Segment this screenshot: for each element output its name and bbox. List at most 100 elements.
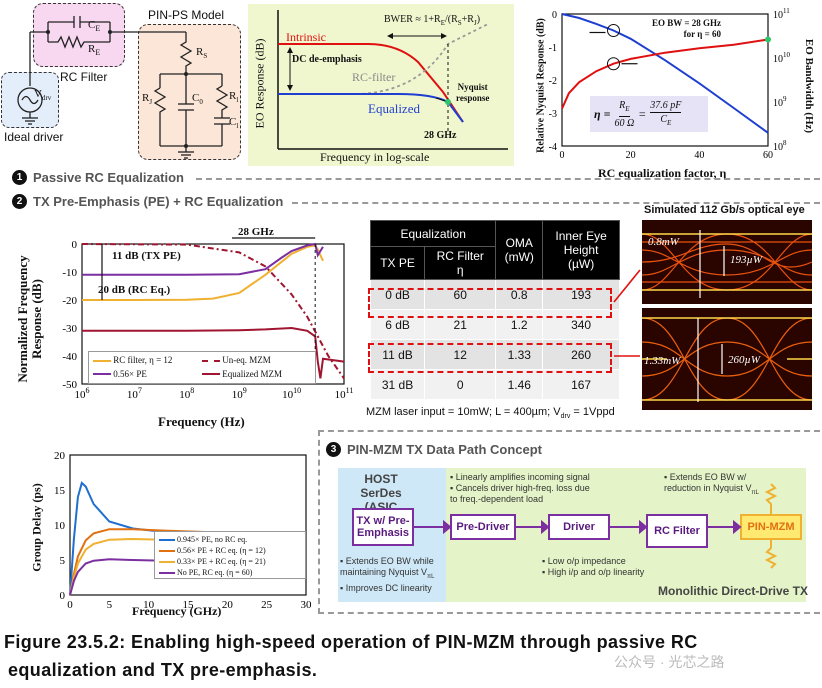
pinps-box [138,24,241,160]
section3-frame [318,430,820,614]
freq-ytick: -30 [62,323,77,335]
freq-xtick: 108 [179,386,194,401]
section3-num: 3 [326,442,341,457]
eta-marker-circle [607,57,620,71]
eta-xlabel: RC equalization factor, η [598,166,727,180]
gd-xtick: 0 [67,599,73,611]
eta-xtick: 20 [626,150,636,161]
nyquist-label: Nyquist response [456,82,490,103]
gd-legend-3: 0.33× PE + RC eq. (η = 21) [159,556,301,567]
re-label: RE [88,43,101,58]
freq-series-1 [82,242,324,276]
eta-ytick-left: -3 [549,109,557,120]
pinps-title: PIN-PS Model [148,8,225,22]
freq-series-2 [81,243,345,379]
rc-filter-label: RC Filter [60,70,108,84]
circuit-schematic [17,16,230,159]
legend-rc-filter: RC filter, η = 12 [93,355,202,367]
gd-ytick: 10 [54,520,66,532]
ce-label: CE [88,19,101,34]
gd-xtick: 20 [222,599,234,611]
freq-xtick: 109 [232,386,247,401]
highlight-row-0 [368,288,612,318]
gd-xlabel: Frequency (GHz) [132,604,222,618]
gd-ytick: 20 [54,450,66,462]
section2-header: 2 TX Pre-Emphasis (PE) + RC Equalization [12,194,283,209]
gd-frame [69,454,307,596]
gd-xtick: 15 [183,599,195,611]
eye-diagram-top [642,220,812,304]
c0-label: C0 [192,92,203,107]
gd-ylabel: Group Delay (ps) [29,483,44,572]
watermark: 公众号 · 光芯之路 [614,654,725,670]
rs-label: RS [196,46,208,61]
gd-legend-4: No PE, RC eq. (η = 60) [159,567,301,578]
eta-series-1 [561,38,769,110]
freq-28-label: 28 GHz [424,130,457,141]
eta-xtick: 60 [763,150,773,161]
freq-xlabel: Frequency (Hz) [158,414,245,429]
caption-line1: Figure 23.5.2: Enabling high-speed opera… [4,632,698,652]
eye-title: Simulated 112 Gb/s optical eye [644,204,805,216]
gd-xtick: 10 [143,599,155,611]
vdrv-label: Vdrv [34,88,52,103]
concept-xlabel: Frequency in log-scale [320,150,430,164]
eye-top-oma: 0.8mW [648,236,679,248]
gd-xtick: 25 [261,599,273,611]
freq-ylabel: Normalized Frequency Response (dB) [15,255,44,383]
freq-ytick: -20 [62,295,77,307]
eta-frame [561,13,769,147]
table-row: 31 dB 0 1.46 167 [369,369,620,400]
eye-bot-oma: 1.33mW [644,355,681,367]
note-rcfilter: ▪ Extends EO BW w/ reduction in Nyquist … [664,472,760,496]
freq-ytick: 0 [72,239,78,251]
section1-header: 1 Passive RC Equalization [12,170,184,185]
eta-xtick: 0 [560,150,565,161]
eta-series-0 [561,13,769,134]
gd-ytick: 5 [60,555,66,567]
eta-ytick-right: 1011 [773,7,790,21]
highlight-row-2 [368,343,612,373]
section2-divider [292,202,820,204]
section3-title: PIN-MZM TX Data Path Concept [347,442,543,457]
gd-ytick: 15 [54,485,66,497]
th-txpe: TX PE [369,246,426,280]
bwer-label: BWER ≈ 1+RE/(RS+RJ) [384,14,481,27]
freq-legend: RC filter, η = 12 Un-eq. MZM 0.56× PE Eq… [88,351,316,384]
eta-ytick-left: 0 [552,10,557,21]
note-tx: ▪ Extends EO BW while maintaining Nyquis… [340,556,435,593]
freq-xtick: 1010 [282,386,301,401]
concept-plot [277,10,508,150]
legend-uneq: Un-eq. MZM [202,355,311,367]
table-row: 6 dB 21 1.2 340 [369,309,620,340]
th-oma: OMA (mW) [495,220,544,280]
legend-pe: 0.56× PE [93,369,202,381]
gd-xtick: 30 [301,599,313,611]
section1-num: 1 [12,170,27,185]
dc-deemph-label: DC de-emphasis [292,54,362,65]
eye-bot-height: 260µW [728,354,761,366]
eta-ytick-left: -2 [549,76,557,87]
eta-ylabel-right: EO Bandwidth (Hz) [803,38,815,134]
note-predriver: ▪ Linearly amplifies incoming signal ▪ Ca… [450,472,590,504]
caption-line2: equalization and TX pre-emphasis. [8,660,318,680]
rj-label: RJ [142,92,153,107]
th-eye: Inner Eye Height (µW) [542,220,620,280]
eta-formula: η = RE 60 Ω = 37.6 pF CE [590,96,708,132]
predriver-block: Pre-Driver [450,514,516,540]
eta-ytick-left: -1 [549,43,557,54]
annot-20db: 20 dB (RC Eq.) [98,284,171,296]
eta-ytick-right: 108 [773,139,787,153]
section2-num: 2 [12,194,27,209]
freq-ytick: -50 [62,379,77,391]
freq-series-3 [82,326,345,379]
th-rcfilter: RC Filter η [424,246,497,280]
eye-diagram-bottom [642,308,812,410]
eta-ytick-left: -4 [549,142,557,153]
cl-label: Cl [229,116,239,131]
freq-xtick: 1011 [335,386,354,401]
rl-label: Rl [229,90,239,105]
freq-ytick: -10 [62,267,77,279]
annot-11db: 11 dB (TX PE) [112,250,181,262]
gd-ytick: 0 [60,590,66,602]
